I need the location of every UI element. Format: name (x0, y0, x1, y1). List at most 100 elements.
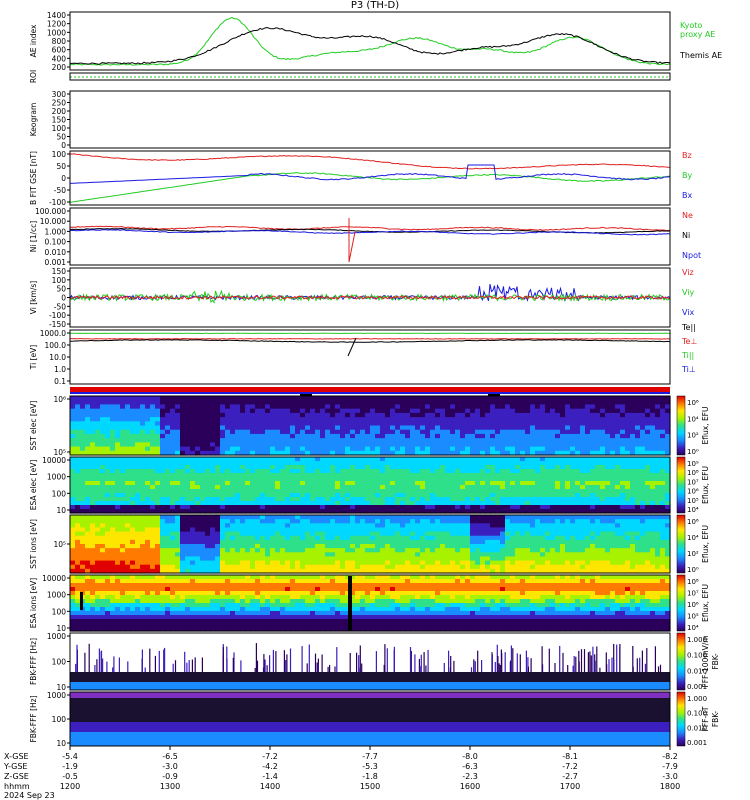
spectrogram-cell (150, 396, 156, 401)
spectrogram-cell (80, 457, 86, 462)
spectrogram-cell (585, 404, 591, 410)
spectrogram-cell (310, 404, 316, 410)
spectrogram-cell (610, 465, 616, 470)
spectrogram-cell (135, 509, 141, 514)
spectrogram-cell (70, 446, 76, 452)
spectrogram-cell (195, 493, 201, 498)
spectrogram-cell (130, 457, 136, 462)
spectrogram-cell (425, 429, 431, 435)
spectrogram-cell (225, 531, 231, 537)
spectrogram-cell (445, 473, 451, 478)
spectrogram-cell (115, 560, 121, 566)
spectrogram-cell (590, 469, 596, 474)
spectrogram-cell (580, 564, 586, 570)
spectrogram-cell (480, 531, 486, 537)
spectrogram-cell (285, 535, 291, 541)
spectrogram-cell (395, 477, 401, 482)
spectrogram-cell (245, 429, 251, 435)
spectrogram-cell (330, 552, 336, 558)
spectrogram-cell (650, 461, 656, 466)
spectrogram-cell (225, 442, 231, 448)
spectrogram-cell (110, 417, 116, 422)
spectrogram-cell (110, 497, 116, 502)
spectrogram-cell (205, 552, 211, 558)
spectrogram-cell (125, 501, 131, 506)
spectrogram-cell (390, 497, 396, 502)
spectrogram-cell (300, 421, 306, 427)
spectrogram-cell (135, 477, 141, 482)
spectrogram-cell (195, 396, 201, 401)
spectrogram-cell (340, 433, 346, 439)
spectrogram-cell (270, 438, 276, 443)
spectrogram-cell (545, 509, 551, 514)
spectrogram-cell (195, 433, 201, 439)
spectrogram-cell (215, 515, 221, 520)
spectrogram-cell (405, 433, 411, 439)
spectrogram-cell (185, 446, 191, 452)
spectrogram-cell (590, 552, 596, 558)
spectrogram-cell (550, 505, 556, 510)
spectrogram-cell (230, 497, 236, 502)
spectrogram-cell (380, 493, 386, 498)
spectrogram-cell (85, 501, 91, 506)
spectrogram-cell (465, 433, 471, 439)
spectrogram-cell (345, 421, 351, 427)
spectrogram-cell (655, 473, 661, 478)
spectrogram-cell (625, 519, 631, 524)
spectrogram-cell (260, 473, 266, 478)
spectrogram-cell (350, 501, 356, 506)
spectrogram-cell (225, 433, 231, 439)
spectrogram-cell (160, 481, 166, 486)
spectrogram-cell (100, 505, 106, 510)
spectrogram-cell (315, 497, 321, 502)
spectrogram-cell (630, 527, 636, 533)
spectrogram-cell (240, 552, 246, 558)
spectrogram-cell (330, 539, 336, 545)
spectrogram-cell (575, 438, 581, 443)
spectrogram-cell (465, 457, 471, 462)
spectrogram-cell (620, 485, 626, 490)
spectrogram-cell (245, 548, 251, 553)
spectrogram-cell (600, 535, 606, 541)
spectrogram-cell (515, 442, 521, 448)
spectrogram-cell (625, 527, 631, 533)
spectrogram-cell (220, 501, 226, 506)
spectrogram-cell (140, 501, 146, 506)
spectrogram-cell (485, 539, 491, 545)
spectrogram-cell (635, 446, 641, 452)
spectrogram-cell (200, 429, 206, 435)
spectrogram-cell (375, 505, 381, 510)
spectrogram-cell (450, 556, 456, 562)
spectrogram-cell (200, 477, 206, 482)
spectrogram-cell (520, 429, 526, 435)
spectrogram-cell (90, 429, 96, 435)
spectrogram-cell (515, 457, 521, 462)
spectrogram-cell (265, 519, 271, 524)
spectrogram-cell (230, 473, 236, 478)
spectrogram-cell (620, 446, 626, 452)
spectrogram-cell (400, 469, 406, 474)
spectrogram-cell (100, 408, 106, 414)
spectrogram-cell (585, 461, 591, 466)
spectrogram-cell (475, 535, 481, 541)
spectrogram-cell (275, 505, 281, 510)
spectrogram-cell (575, 433, 581, 439)
spectrogram-cell (595, 446, 601, 452)
spectrogram-cell (495, 425, 501, 431)
spectrogram-cell (265, 473, 271, 478)
spectrogram-cell (165, 515, 171, 520)
spectrogram-cell (610, 564, 616, 570)
spectrogram-cell (390, 404, 396, 410)
spectrogram-cell (385, 473, 391, 478)
spectrogram-cell (330, 408, 336, 414)
spectrogram-cell (265, 469, 271, 474)
spectrogram-cell (400, 473, 406, 478)
spectrogram-cell (195, 457, 201, 462)
spectrogram-cell (125, 493, 131, 498)
spectrogram-cell (155, 531, 161, 537)
spectrogram-cell (380, 412, 386, 418)
spectrogram-cell (255, 548, 261, 553)
spectrogram-cell (245, 564, 251, 570)
spectrogram-cell (145, 400, 151, 406)
spectrogram-cell (80, 400, 86, 406)
